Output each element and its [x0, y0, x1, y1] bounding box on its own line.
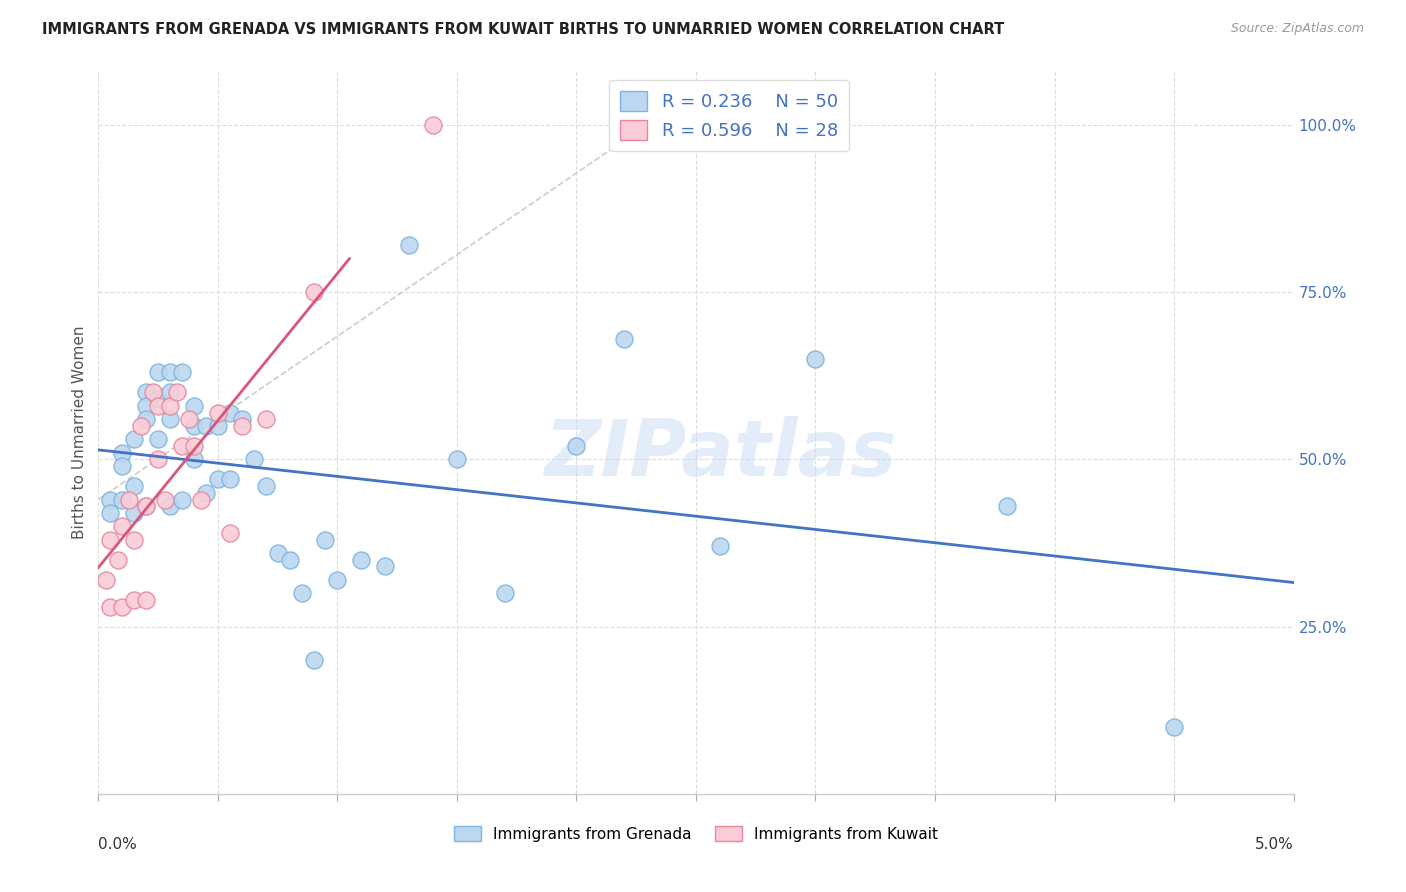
Point — [183, 399, 205, 413]
Point — [124, 506, 146, 520]
Text: 0.0%: 0.0% — [98, 838, 138, 852]
Point — [98, 506, 122, 520]
Point — [267, 546, 290, 560]
Point — [94, 573, 117, 587]
Point — [315, 533, 337, 547]
Point — [135, 593, 157, 607]
Point — [709, 539, 731, 553]
Point — [142, 385, 165, 400]
Point — [172, 492, 194, 507]
Point — [1163, 720, 1185, 734]
Point — [98, 599, 122, 614]
Point — [190, 492, 212, 507]
Point — [135, 385, 157, 400]
Point — [172, 439, 194, 453]
Point — [804, 352, 827, 367]
Point — [98, 492, 122, 507]
Point — [219, 526, 242, 541]
Point — [183, 452, 205, 467]
Point — [291, 586, 314, 600]
Point — [179, 412, 201, 426]
Point — [494, 586, 516, 600]
Point — [207, 419, 229, 434]
Point — [219, 473, 242, 487]
Point — [302, 285, 325, 300]
Point — [159, 399, 181, 413]
Point — [107, 553, 129, 567]
Point — [135, 500, 157, 514]
Point — [195, 485, 218, 500]
Point — [278, 553, 301, 567]
Point — [183, 419, 205, 434]
Point — [254, 479, 277, 493]
Point — [231, 412, 253, 426]
Point — [155, 492, 177, 507]
Point — [135, 500, 157, 514]
Point — [243, 452, 266, 467]
Point — [111, 459, 134, 474]
Point — [446, 452, 468, 467]
Point — [111, 446, 134, 460]
Point — [124, 479, 146, 493]
Point — [207, 406, 229, 420]
Point — [118, 492, 141, 507]
Point — [124, 533, 146, 547]
Text: IMMIGRANTS FROM GRENADA VS IMMIGRANTS FROM KUWAIT BIRTHS TO UNMARRIED WOMEN CORR: IMMIGRANTS FROM GRENADA VS IMMIGRANTS FR… — [42, 22, 1004, 37]
Point — [398, 238, 420, 252]
Text: ZIPatlas: ZIPatlas — [544, 417, 896, 492]
Point — [159, 412, 181, 426]
Point — [183, 439, 205, 453]
Point — [374, 559, 396, 574]
Point — [995, 500, 1018, 514]
Point — [166, 385, 188, 400]
Point — [254, 412, 277, 426]
Point — [172, 366, 194, 380]
Point — [135, 412, 157, 426]
Point — [159, 500, 181, 514]
Point — [135, 399, 157, 413]
Point — [148, 366, 170, 380]
Point — [98, 533, 122, 547]
Point — [148, 392, 170, 407]
Point — [219, 406, 242, 420]
Text: Source: ZipAtlas.com: Source: ZipAtlas.com — [1230, 22, 1364, 36]
Point — [111, 492, 134, 507]
Point — [111, 599, 134, 614]
Point — [302, 653, 325, 667]
Point — [148, 399, 170, 413]
Point — [350, 553, 373, 567]
Text: 5.0%: 5.0% — [1254, 838, 1294, 852]
Point — [159, 385, 181, 400]
Point — [148, 452, 170, 467]
Y-axis label: Births to Unmarried Women: Births to Unmarried Women — [72, 326, 87, 540]
Point — [124, 593, 146, 607]
Point — [231, 419, 253, 434]
Point — [613, 332, 636, 346]
Point — [131, 419, 153, 434]
Point — [195, 419, 218, 434]
Point — [326, 573, 349, 587]
Point — [159, 366, 181, 380]
Point — [207, 473, 229, 487]
Legend: R = 0.236    N = 50, R = 0.596    N = 28: R = 0.236 N = 50, R = 0.596 N = 28 — [609, 80, 849, 151]
Point — [111, 519, 134, 533]
Point — [124, 433, 146, 447]
Point — [422, 118, 444, 132]
Point — [148, 433, 170, 447]
Point — [565, 439, 588, 453]
